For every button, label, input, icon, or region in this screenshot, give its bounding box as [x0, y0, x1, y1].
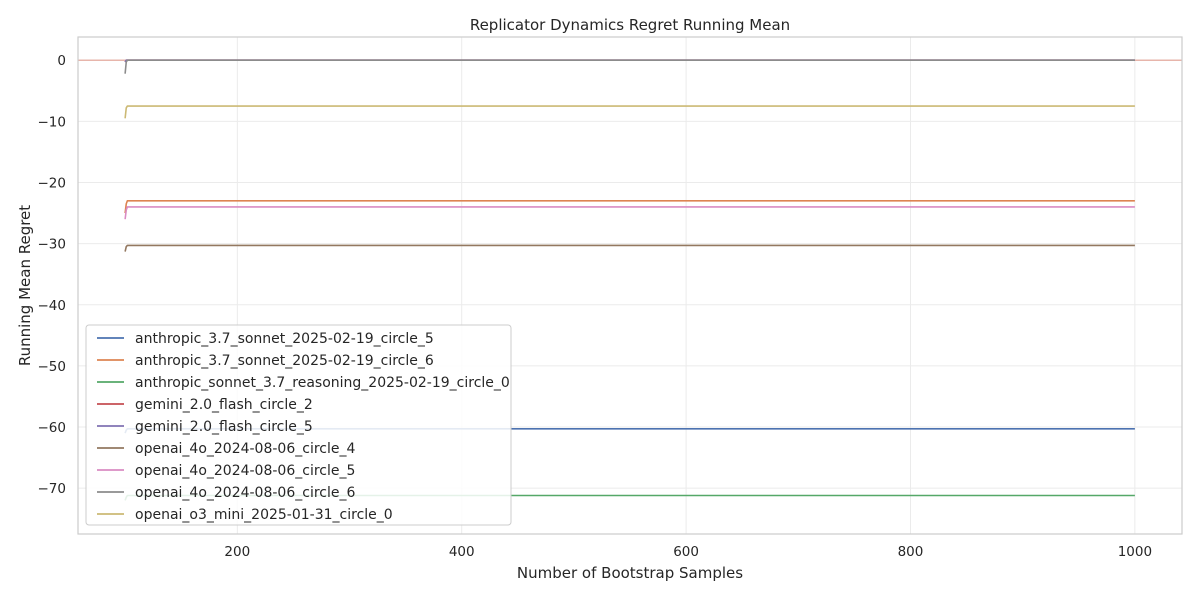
grid: [78, 37, 1182, 534]
x-axis-label: Number of Bootstrap Samples: [517, 564, 743, 582]
legend-item-label: gemini_2.0_flash_circle_5: [135, 419, 313, 435]
x-tick-label: 600: [673, 544, 699, 560]
x-tick-label: 400: [449, 544, 475, 560]
y-axis-ticks: 0 −10 −20 −30 −40 −50 −60 −70: [38, 53, 67, 497]
y-tick-label: −60: [38, 420, 67, 436]
y-tick-label: −20: [38, 175, 67, 191]
legend-item-label: openai_4o_2024-08-06_circle_4: [135, 441, 355, 457]
legend-box: [85, 324, 512, 526]
y-tick-label: −70: [38, 481, 67, 497]
legend-item-label: anthropic_sonnet_3.7_reasoning_2025-02-1…: [135, 375, 510, 391]
legend-item-label: openai_4o_2024-08-06_circle_5: [135, 463, 355, 479]
y-tick-label: −50: [38, 359, 67, 375]
series-line: [124, 200, 1135, 214]
legend-item-label: gemini_2.0_flash_circle_2: [135, 397, 313, 413]
y-tick-label: −30: [38, 237, 67, 253]
x-tick-label: 800: [898, 544, 924, 560]
legend-item-label: anthropic_3.7_sonnet_2025-02-19_circle_6: [135, 353, 434, 369]
series-line: [124, 59, 1135, 74]
legend-item-label: openai_4o_2024-08-06_circle_6: [135, 485, 355, 501]
x-tick-label: 200: [224, 544, 250, 560]
y-tick-label: −40: [38, 298, 67, 314]
series-line: [124, 206, 1135, 220]
chart-title: Replicator Dynamics Regret Running Mean: [470, 16, 790, 34]
y-tick-label: 0: [57, 53, 66, 69]
legend: anthropic_3.7_sonnet_2025-02-19_circle_5…: [85, 324, 512, 526]
y-axis-label: Running Mean Regret: [16, 205, 34, 366]
x-axis-ticks: 200 400 600 800 1000: [224, 544, 1152, 560]
series-line: [124, 105, 1135, 119]
x-tick-label: 1000: [1118, 544, 1152, 560]
legend-item-label: openai_o3_mini_2025-01-31_circle_0: [135, 507, 393, 523]
plot-frame: [77, 36, 1183, 535]
series-line: [124, 244, 1135, 252]
y-tick-label: −10: [38, 114, 67, 130]
legend-item-label: anthropic_3.7_sonnet_2025-02-19_circle_5: [135, 331, 434, 347]
